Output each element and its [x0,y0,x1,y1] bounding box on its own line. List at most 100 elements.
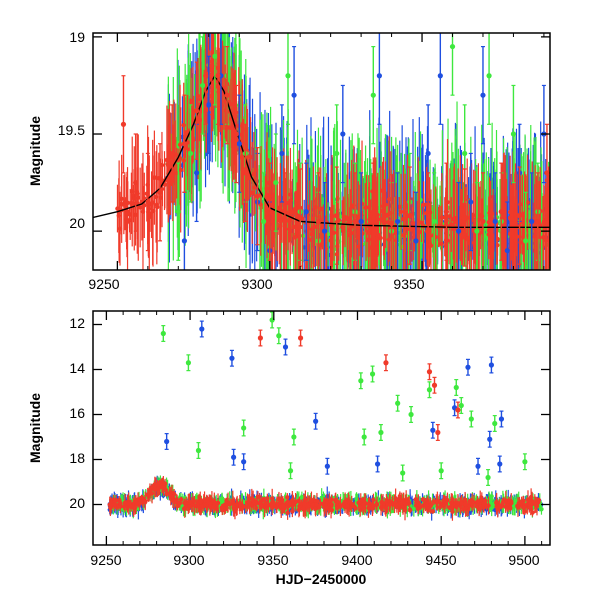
data-point [510,217,515,222]
data-point [329,214,335,219]
data-point [398,209,404,215]
red-data-point [544,170,550,176]
blue-data-point [456,228,462,234]
data-point [191,137,196,143]
top-ytick-label: 19 [69,29,85,45]
top-xtick-label: 9300 [241,276,272,292]
data-point [512,220,518,225]
data-point [345,217,350,222]
green-data-point [370,92,376,98]
data-point [487,210,492,216]
data-point [137,205,143,210]
data-point [262,205,267,210]
data-point [366,231,371,236]
blue-data-point [193,170,200,176]
red-data-point [242,170,248,176]
blue-data-point [413,238,419,244]
data-point [501,213,506,219]
red-data-point [480,218,486,225]
blue-data-point [504,247,510,254]
red-data-point [407,213,413,219]
top-ylabel: Magnitude [27,116,43,186]
data-point [331,230,337,236]
green-data-point [175,209,181,215]
model-curve [93,74,550,228]
data-point [465,236,470,241]
blue-data-point [480,92,486,98]
data-point [493,231,499,237]
blue-data-point [425,150,431,157]
top-axis-ticks [93,33,550,270]
green-data-point [474,228,480,234]
red-data-point [297,214,303,221]
data-point [167,155,172,161]
top-xtick-label: 9350 [393,276,424,292]
red-data-point [133,179,139,186]
red-data-point [282,218,288,225]
data-point [489,494,494,499]
data-point [368,212,373,218]
red-data-point [498,209,504,215]
red-data-point [462,214,468,221]
top-frame [92,32,551,271]
red-data-point [516,213,523,219]
blue-data-point [206,102,212,108]
data-point [540,235,546,240]
data-point [292,235,298,240]
data-point [287,217,293,223]
top-ytick-label: 19.5 [58,122,85,138]
data-point [264,186,269,191]
blue-data-point [181,238,187,244]
data-point [363,205,368,210]
blue-data-point [529,218,535,225]
blue-data-point [279,150,285,157]
red-data-point [267,209,273,215]
red-data-point [145,199,151,205]
data-point [184,129,190,135]
data-point [347,228,353,233]
top-panel: 9250 9300 9350 19 19.5 20 Magnitude [27,29,551,292]
red-data-point [254,193,261,199]
data-point [124,211,129,216]
red-data-point [181,141,187,147]
red-data-point [193,108,200,114]
data-point [525,200,530,205]
green-data-point [212,53,218,59]
data-point [368,245,374,250]
data-point [478,212,484,218]
data-point [365,237,371,243]
red-data-point [203,73,209,79]
green-data-point [285,73,291,79]
data-point [487,242,493,248]
blue-data-point [468,199,474,205]
red-data-point [352,218,358,225]
blue-data-point [321,228,328,234]
green-data-point [261,218,267,225]
green-data-point [334,150,340,157]
data-point [341,228,346,234]
data-point [545,221,550,226]
green-data-point [200,82,206,89]
data-point [521,234,526,240]
green-data-point [510,131,517,137]
data-point [469,218,474,223]
green-data-point [486,73,492,79]
data-point [119,201,124,207]
data-point [411,506,417,512]
data-point [131,201,136,206]
data-point [246,175,251,181]
data-point [306,225,311,231]
green-data-point [431,218,437,225]
data-point [318,242,324,248]
data-point [375,237,380,243]
red-data-point [157,189,163,195]
bottom-panel: 9250 9300 9350 9400 9450 9500 12 14 16 1… [27,310,551,587]
blue-data-point [395,218,401,225]
data-point [447,214,453,219]
red-data-point [120,121,127,127]
red-data-point [443,209,450,215]
data-point [403,215,409,221]
bottom-plot-area [107,311,544,521]
data-point [168,161,173,166]
data-point [388,210,394,216]
